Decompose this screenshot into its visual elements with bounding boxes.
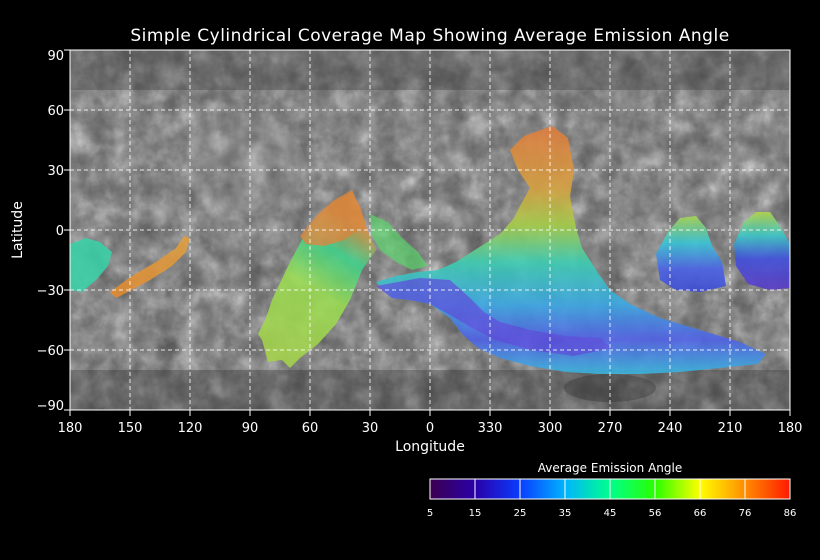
x-tick-label: 180 — [778, 421, 803, 436]
x-tick-label: 180 — [58, 421, 83, 436]
basemap-north-polar-band — [70, 50, 790, 90]
legend-tick-label: 56 — [649, 508, 662, 519]
map-title: Simple Cylindrical Coverage Map Showing … — [130, 26, 729, 46]
x-tick-label: 30 — [362, 421, 379, 436]
y-tick-label: 90 — [47, 49, 64, 64]
x-tick-label: 210 — [718, 421, 743, 436]
x-tick-label: 150 — [118, 421, 143, 436]
legend-tick-label: 25 — [514, 508, 527, 519]
y-tick-label: −30 — [37, 284, 64, 299]
x-tick-label: 270 — [598, 421, 623, 436]
y-axis-title: Latitude — [10, 201, 26, 259]
legend-dividers — [474, 479, 746, 499]
x-tick-label: 120 — [178, 421, 203, 436]
y-tick-label: 30 — [47, 164, 64, 179]
coverage-patch-east-2 — [734, 212, 790, 290]
y-tick-label: 60 — [47, 104, 64, 119]
legend-tick-label: 35 — [559, 508, 572, 519]
y-tick-label: −60 — [37, 344, 64, 359]
coverage-patch-east-1 — [656, 216, 726, 292]
legend-tick-label: 45 — [604, 508, 617, 519]
tick-marks — [64, 49, 791, 416]
x-tick-label: 60 — [302, 421, 319, 436]
x-axis-title: Longitude — [395, 439, 465, 455]
legend-title: Average Emission Angle — [538, 461, 682, 475]
x-tick-label: 0 — [426, 421, 434, 436]
y-tick-label: −90 — [37, 399, 64, 414]
legend-tick-label: 66 — [694, 508, 707, 519]
legend-tick-labels: 5 15 25 35 45 56 66 76 86 — [427, 508, 797, 519]
color-legend: Average Emission Angle 5 15 25 35 45 56 … — [427, 461, 797, 519]
x-axis-tick-labels: 180 150 120 90 60 30 0 330 300 270 240 2… — [58, 421, 803, 436]
coverage-patch-west-edge — [70, 238, 112, 292]
coverage-patch-scatter-center — [370, 214, 428, 270]
grid-lines — [70, 50, 790, 410]
legend-tick-label: 76 — [739, 508, 752, 519]
x-tick-label: 330 — [478, 421, 503, 436]
x-tick-label: 240 — [658, 421, 683, 436]
legend-tick-label: 5 — [427, 508, 433, 519]
legend-tick-label: 86 — [784, 508, 797, 519]
x-tick-label: 300 — [538, 421, 563, 436]
legend-tick-label: 15 — [469, 508, 482, 519]
map-plot-area — [70, 50, 790, 410]
x-tick-label: 90 — [242, 421, 259, 436]
basemap-large-basin — [185, 113, 305, 217]
coverage-patch-swath-upper-band — [300, 190, 364, 246]
y-tick-label: 0 — [56, 224, 64, 239]
y-axis-tick-labels: 90 60 30 0 −30 −60 −90 — [37, 49, 64, 414]
coverage-patch-fan-violet-band — [376, 278, 612, 356]
